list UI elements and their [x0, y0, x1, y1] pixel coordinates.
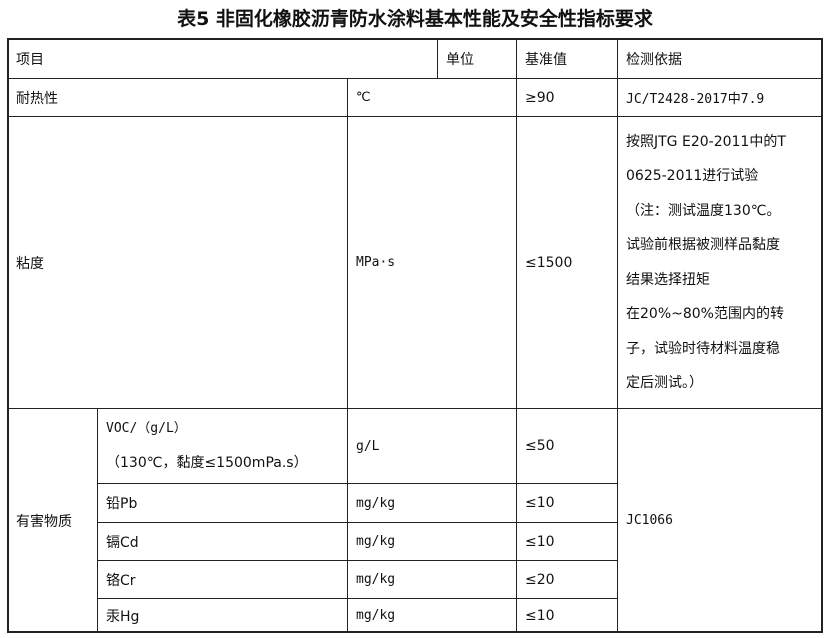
header-unit: 单位: [437, 38, 517, 79]
voc-unit: g/L: [347, 408, 517, 484]
cr-item: 铬Cr: [97, 560, 348, 599]
heat-unit: ℃: [347, 78, 517, 117]
cd-unit: mg/kg: [347, 522, 517, 561]
pb-unit: mg/kg: [347, 483, 517, 523]
voc-item: VOC/（g/L） （130℃，黏度≤1500mPa.s）: [97, 408, 348, 484]
basis-line: （注：测试温度130℃。: [626, 202, 781, 219]
basis-line: 定后测试。）: [626, 375, 703, 391]
cd-item: 镉Cd: [97, 522, 348, 561]
pb-value: ≤10: [516, 483, 618, 523]
heat-item: 耐热性: [7, 78, 348, 117]
header-item: 项目: [7, 38, 438, 79]
viscosity-basis: 按照JTG E20-2011中的T 0625-2011进行试验 （注：测试温度1…: [617, 116, 823, 409]
basis-line: 在20%~80%范围内的转: [626, 306, 784, 322]
hazard-basis: JC1066: [617, 408, 823, 633]
basis-line: 子，试验时待材料温度稳: [626, 340, 780, 357]
hg-value: ≤10: [516, 598, 618, 633]
viscosity-item: 粘度: [7, 116, 348, 409]
basis-line: 结果选择扭矩: [626, 271, 710, 288]
basis-line: 按照JTG E20-2011中的T: [626, 133, 786, 150]
hg-unit: mg/kg: [347, 598, 517, 633]
voc-line: （130℃，黏度≤1500mPa.s）: [106, 455, 308, 471]
header-basis: 检测依据: [617, 38, 823, 79]
basis-line: 试验前根据被测样品黏度: [626, 237, 780, 253]
heat-basis: JC/T2428-2017中7.9: [617, 78, 823, 117]
header-value: 基准值: [516, 38, 618, 79]
viscosity-unit: MPa·s: [347, 116, 517, 409]
hazard-group: 有害物质: [7, 408, 98, 633]
viscosity-value: ≤1500: [516, 116, 618, 409]
hg-item: 汞Hg: [97, 598, 348, 633]
cd-value: ≤10: [516, 522, 618, 561]
voc-line: VOC/（g/L）: [106, 421, 187, 436]
cr-value: ≤20: [516, 560, 618, 599]
table-title: 表5 非固化橡胶沥青防水涂料基本性能及安全性指标要求: [177, 8, 653, 30]
pb-item: 铅Pb: [97, 483, 348, 523]
cr-unit: mg/kg: [347, 560, 517, 599]
voc-value: ≤50: [516, 408, 618, 484]
basis-line: 0625-2011进行试验: [626, 168, 759, 184]
heat-value: ≥90: [516, 78, 618, 117]
